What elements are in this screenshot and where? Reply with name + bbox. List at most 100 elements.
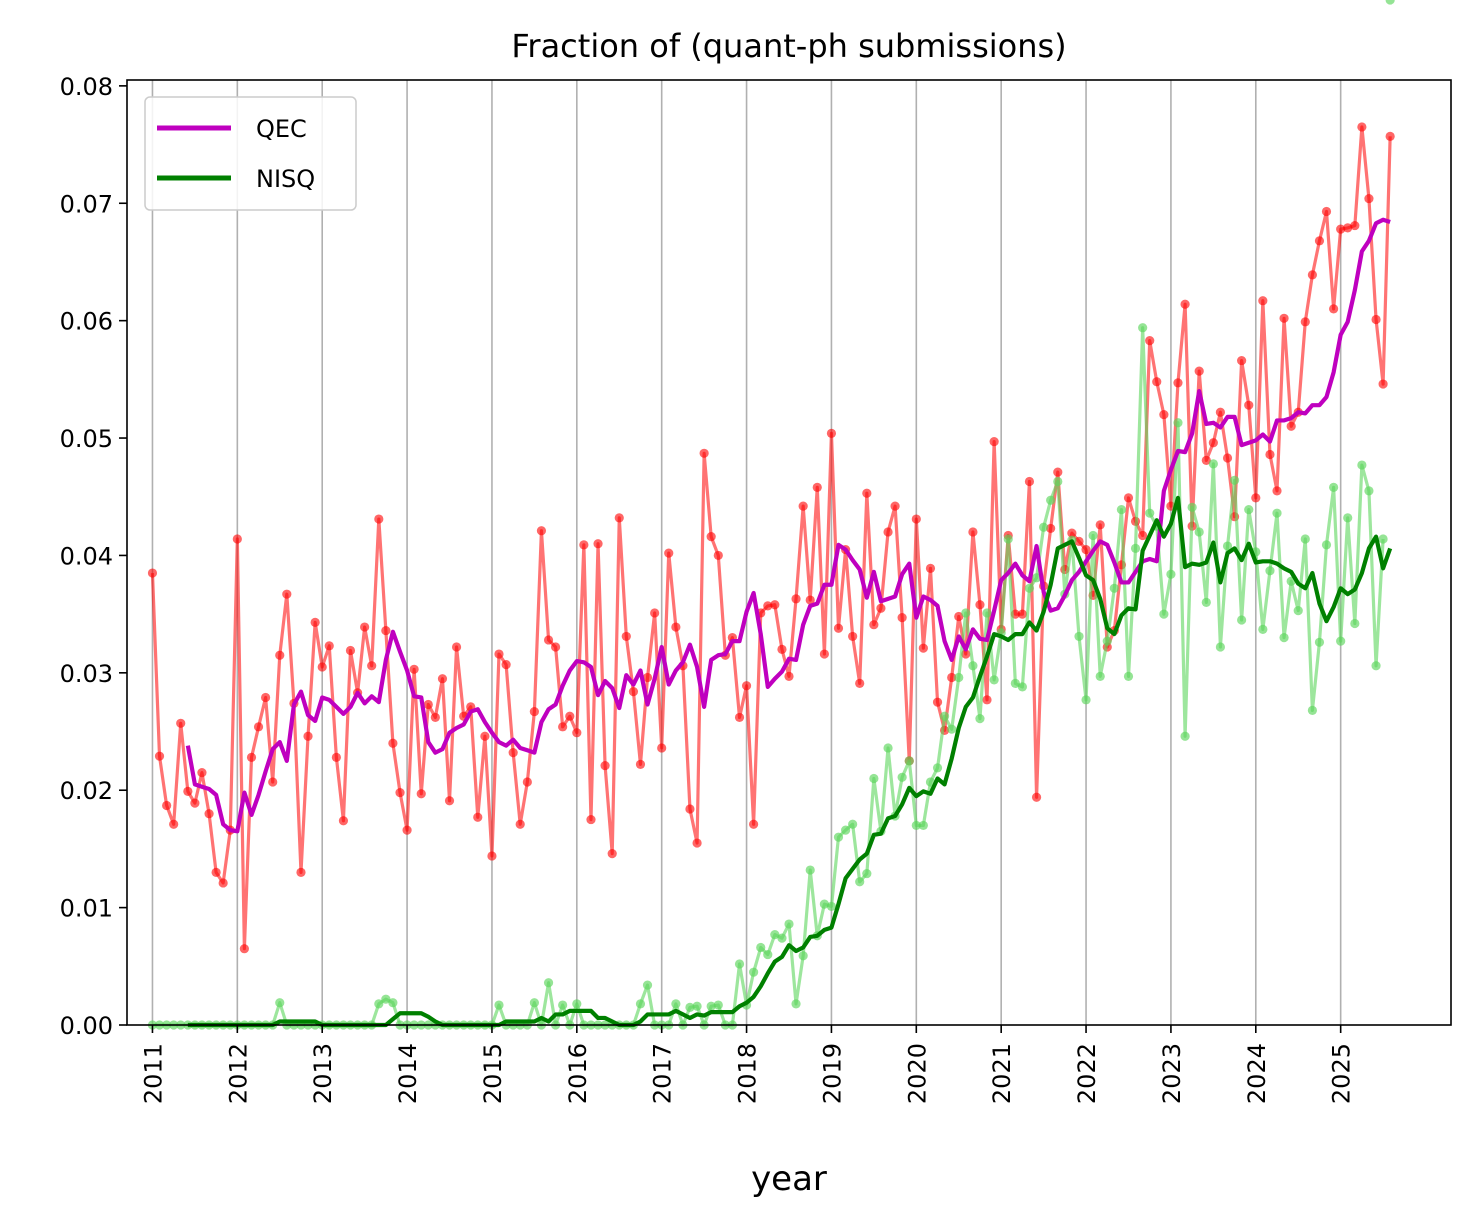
qec-monthly-point	[805, 595, 815, 605]
nisq-monthly-point	[749, 967, 759, 977]
qec-monthly-point	[1024, 476, 1035, 487]
qec-monthly-point	[791, 594, 801, 604]
qec-monthly-point	[833, 623, 844, 633]
nisq-monthly-point	[685, 1002, 695, 1012]
qec-monthly-point	[1258, 296, 1268, 306]
legend-box	[144, 96, 357, 211]
nisq-monthly-point	[1074, 631, 1084, 642]
qec-monthly-point	[1300, 317, 1310, 327]
x-tick-label: 2019	[818, 1043, 846, 1104]
qec-monthly-point	[374, 514, 384, 524]
nisq-monthly-point	[1244, 505, 1254, 515]
nisq-monthly-point	[1364, 486, 1374, 496]
qec-monthly-point	[699, 448, 709, 458]
plot-frame	[126, 79, 1452, 1026]
nisq-monthly-point	[932, 763, 943, 773]
nisq-monthly-point	[968, 661, 978, 671]
x-tick-label: 2012	[224, 1043, 252, 1104]
qec-monthly-point	[1314, 236, 1325, 246]
qec-monthly-point	[614, 513, 624, 523]
qec-monthly-point	[218, 878, 228, 888]
nisq-monthly-point	[1201, 597, 1211, 607]
qec-monthly-point	[1017, 609, 1027, 619]
nisq-monthly-point	[1194, 527, 1204, 537]
x-tick-label: 2014	[394, 1043, 422, 1104]
nisq-monthly-point	[770, 930, 780, 940]
nisq-monthly-point	[1208, 459, 1218, 469]
qec-monthly-point	[204, 809, 214, 819]
nisq-monthly-point	[1321, 540, 1332, 550]
nisq-monthly-point	[947, 724, 957, 734]
qec-monthly-point	[600, 760, 610, 771]
nisq-monthly-point	[1343, 513, 1353, 523]
nisq-monthly-point	[1222, 541, 1233, 551]
qec-monthly-point	[310, 617, 320, 627]
x-tick-label: 2023	[1158, 1043, 1186, 1104]
nisq-monthly-point	[939, 711, 950, 721]
nisq-monthly-point	[1003, 534, 1013, 544]
qec-monthly-point	[480, 731, 490, 741]
nisq-monthly-point	[982, 608, 992, 618]
qec-monthly-point	[975, 600, 985, 610]
x-tick-label: 2024	[1243, 1043, 1271, 1104]
qec-monthly-point	[932, 697, 943, 707]
qec-monthly-point	[1244, 400, 1254, 410]
nisq-monthly-point	[1258, 624, 1268, 634]
qec-monthly-point	[296, 867, 306, 877]
nisq-monthly-point	[911, 820, 921, 831]
qec-monthly-point	[423, 699, 433, 710]
qec-monthly-point	[883, 527, 893, 537]
nisq-monthly-point	[1237, 615, 1247, 625]
nisq-monthly-point	[1272, 508, 1282, 518]
qec-monthly-point	[169, 819, 179, 829]
x-tick-label: 2021	[988, 1043, 1016, 1104]
qec-monthly-point	[1371, 314, 1381, 325]
qec-monthly-point	[1251, 493, 1261, 503]
nisq-monthly-point	[1307, 705, 1317, 715]
qec-monthly-point	[657, 743, 667, 753]
nisq-monthly-point	[798, 951, 808, 961]
nisq-monthly-point	[1053, 476, 1063, 487]
qec-monthly-point	[1031, 792, 1042, 802]
nisq-monthly-point	[833, 832, 844, 842]
qec-monthly-point	[551, 642, 561, 652]
qec-monthly-point	[989, 436, 999, 447]
chart-title: Fraction of (quant-ph submissions)	[511, 27, 1066, 65]
qec-monthly-point	[685, 804, 695, 814]
qec-monthly-point	[692, 838, 702, 848]
nisq-monthly-point	[1300, 534, 1310, 544]
qec-monthly-point	[1286, 421, 1296, 431]
qec-monthly-point	[1378, 379, 1388, 389]
nisq-monthly-point	[1173, 418, 1183, 428]
x-tick-label: 2022	[1073, 1043, 1101, 1104]
nisq-monthly-point	[529, 998, 539, 1008]
qec-monthly-point	[968, 527, 978, 537]
qec-monthly-point	[741, 681, 752, 691]
nisq-monthly-point	[642, 980, 653, 990]
x-axis: 2011 2012 2013 2014 2015 2016 2017 2018 2019 2020…	[139, 1025, 1356, 1104]
qec-monthly-point	[147, 568, 158, 578]
qec-monthly-point	[862, 488, 872, 498]
nisq-monthly-point	[777, 933, 787, 943]
qec-monthly-point	[763, 601, 773, 611]
qec-monthly-point	[1201, 455, 1211, 465]
nisq-monthly-point	[1102, 636, 1112, 646]
qec-monthly-point	[784, 671, 794, 681]
nisq-monthly-point	[848, 819, 858, 829]
qec-monthly-point	[1279, 313, 1289, 323]
qec-monthly-point	[1053, 467, 1063, 477]
qec-monthly-point	[869, 620, 879, 630]
qec-monthly-point	[713, 550, 723, 561]
nisq-monthly-point	[1385, 0, 1395, 5]
qec-monthly-point	[1067, 528, 1077, 538]
qec-monthly-point	[642, 672, 653, 683]
qec-monthly-point	[1208, 438, 1218, 448]
qec-monthly-point	[650, 608, 660, 618]
y-tick-label: 0.02	[60, 777, 113, 805]
y-tick-label: 0.07	[60, 190, 113, 218]
qec-monthly-point	[1159, 409, 1169, 420]
x-axis-label: year	[751, 1159, 827, 1199]
nisq-monthly-point	[388, 998, 398, 1008]
x-tick-label: 2013	[309, 1043, 337, 1104]
nisq-monthly-point	[869, 773, 879, 784]
